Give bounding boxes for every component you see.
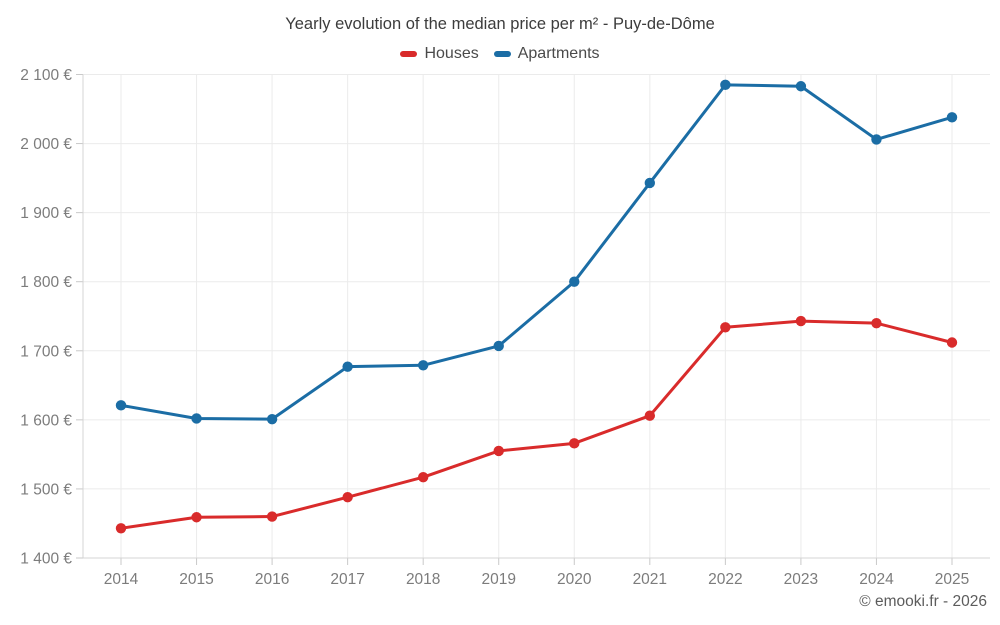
x-tick-label: 2024 bbox=[859, 571, 894, 588]
x-tick-label: 2017 bbox=[330, 571, 364, 588]
data-point-houses-2017[interactable] bbox=[342, 492, 353, 503]
y-tick-label: 1 800 € bbox=[20, 274, 72, 291]
data-point-apartments-2015[interactable] bbox=[191, 413, 202, 424]
chart-title: Yearly evolution of the median price per… bbox=[285, 15, 715, 33]
legend-item-houses[interactable]: Houses bbox=[400, 45, 479, 63]
series-apartments bbox=[115, 79, 958, 425]
copyright-footer: © emooki.fr - 2026 bbox=[859, 593, 987, 610]
data-point-apartments-2021[interactable] bbox=[644, 177, 656, 189]
data-point-apartments-2022[interactable] bbox=[720, 79, 731, 91]
x-tick-label: 2019 bbox=[481, 571, 515, 588]
data-point-houses-2015[interactable] bbox=[191, 512, 202, 523]
x-tick-label: 2025 bbox=[935, 571, 969, 588]
series-houses bbox=[115, 315, 958, 534]
y-axis-labels: 1 400 € 1 500 € 1 600 € 1 700 € 1 800 € 1 900… bbox=[20, 67, 72, 568]
data-point-houses-2019[interactable] bbox=[493, 445, 504, 457]
data-point-houses-2016[interactable] bbox=[266, 511, 278, 522]
y-tick-label: 2 100 € bbox=[20, 67, 72, 84]
data-point-houses-2014[interactable] bbox=[115, 523, 127, 534]
x-tick-label: 2021 bbox=[633, 571, 667, 588]
data-point-houses-2024[interactable] bbox=[871, 317, 882, 329]
x-tick-label: 2018 bbox=[406, 571, 440, 588]
series-line-apartments bbox=[119, 83, 954, 421]
data-point-apartments-2017[interactable] bbox=[342, 361, 353, 372]
data-point-houses-2022[interactable] bbox=[720, 322, 731, 333]
data-point-apartments-2020[interactable] bbox=[569, 276, 580, 287]
x-tick-label: 2020 bbox=[557, 571, 592, 588]
data-point-houses-2020[interactable] bbox=[569, 438, 580, 449]
x-tick-label: 2023 bbox=[784, 571, 818, 588]
x-tick-label: 2022 bbox=[708, 571, 742, 588]
houses-series-swatch-icon bbox=[400, 51, 418, 57]
x-tick-label: 2016 bbox=[255, 571, 289, 588]
y-tick-label: 1 900 € bbox=[20, 205, 72, 222]
data-point-houses-2023[interactable] bbox=[795, 315, 807, 327]
y-tick-label: 1 600 € bbox=[20, 412, 72, 429]
data-point-apartments-2014[interactable] bbox=[115, 400, 127, 411]
data-point-apartments-2024[interactable] bbox=[871, 134, 882, 145]
y-tick-label: 1 400 € bbox=[20, 551, 72, 568]
y-tick-label: 1 700 € bbox=[20, 343, 72, 360]
gridlines bbox=[76, 74, 990, 565]
x-axis-labels: 2014 2015 2016 2017 2018 2019 2020 2021 2022 2023… bbox=[104, 571, 969, 588]
data-point-apartments-2016[interactable] bbox=[266, 413, 278, 425]
legend-label-houses: Houses bbox=[424, 45, 479, 62]
data-point-apartments-2019[interactable] bbox=[493, 340, 504, 352]
y-tick-label: 2 000 € bbox=[20, 136, 72, 153]
legend-label-apartments: Apartments bbox=[517, 45, 600, 62]
apartments-series-swatch-icon bbox=[493, 51, 511, 57]
legend: Houses Apartments bbox=[0, 45, 1000, 63]
series-line-houses bbox=[119, 319, 954, 530]
data-point-apartments-2018[interactable] bbox=[417, 360, 429, 371]
x-tick-label: 2014 bbox=[104, 571, 139, 588]
legend-item-apartments[interactable]: Apartments bbox=[493, 45, 600, 63]
y-tick-label: 1 500 € bbox=[20, 481, 72, 498]
data-point-houses-2021[interactable] bbox=[644, 410, 656, 421]
data-point-houses-2025[interactable] bbox=[946, 337, 958, 348]
data-point-houses-2018[interactable] bbox=[417, 471, 429, 483]
data-point-apartments-2025[interactable] bbox=[946, 112, 958, 123]
x-tick-label: 2015 bbox=[179, 571, 213, 588]
data-point-apartments-2023[interactable] bbox=[795, 81, 807, 92]
